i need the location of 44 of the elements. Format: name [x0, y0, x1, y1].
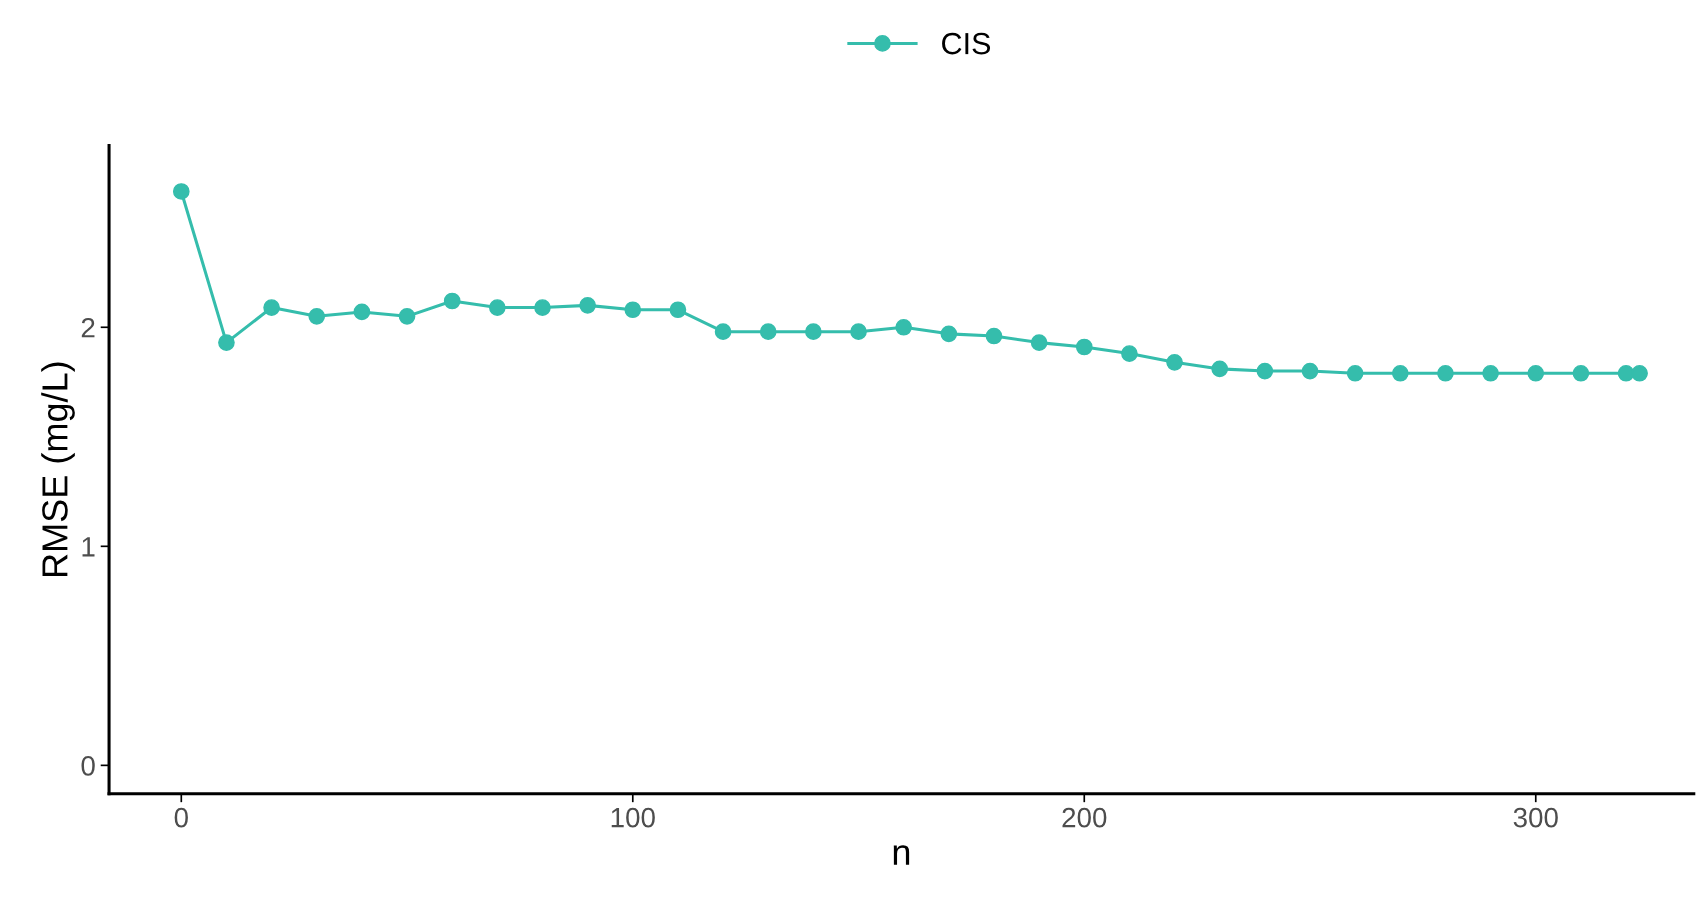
point [714, 323, 732, 340]
point [1030, 334, 1048, 351]
point [1527, 364, 1545, 382]
point [1437, 364, 1454, 382]
point [579, 297, 596, 314]
point [759, 323, 777, 340]
point [1482, 364, 1499, 382]
x-axis-title: n [893, 845, 910, 865]
legend-label: CIS [942, 32, 991, 55]
x-tick-label: 100 [611, 807, 655, 828]
point [1631, 364, 1648, 382]
point [940, 325, 958, 343]
point [850, 323, 867, 340]
point [1617, 364, 1635, 382]
y-tick-label: 2 [81, 317, 95, 338]
x-tick-label: 0 [174, 807, 188, 828]
point [895, 318, 913, 336]
point [308, 307, 326, 325]
point [624, 301, 642, 319]
point [263, 299, 280, 316]
point [1391, 364, 1409, 382]
point [1572, 364, 1590, 382]
point [1301, 362, 1319, 380]
point [1256, 362, 1274, 380]
point [443, 292, 461, 310]
point [172, 183, 190, 200]
point [1166, 353, 1183, 371]
point [1211, 360, 1229, 378]
point [1075, 338, 1093, 356]
point [1121, 345, 1138, 362]
point [353, 303, 371, 321]
point [534, 299, 551, 316]
x-tick-label: 300 [1513, 807, 1558, 828]
point [805, 323, 822, 340]
point [218, 334, 235, 351]
point [398, 307, 416, 325]
y-tick-label: 0 [81, 756, 95, 776]
x-tick-label: 200 [1062, 807, 1107, 828]
point [489, 299, 506, 316]
y-axis-title: RMSE (mg/L) [41, 362, 75, 577]
point [985, 327, 1003, 345]
y-tick-label: 1 [82, 537, 95, 557]
point [669, 301, 687, 319]
point [1346, 364, 1364, 382]
